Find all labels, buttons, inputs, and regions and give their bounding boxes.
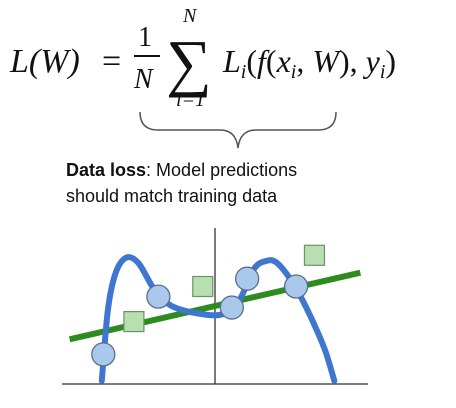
caption: Data loss: Model predictions should matc… [66, 160, 297, 206]
data-square-2 [192, 275, 214, 298]
caption-bold-term: Data loss [66, 160, 146, 180]
underbrace [139, 111, 337, 149]
loss-formula: L(W) = 1 N N ∑ i=1 Li(f(xi, W), yi) [9, 5, 396, 111]
caption-line-1: Data loss: Model predictions [66, 160, 297, 180]
data-square-3 [303, 244, 326, 266]
caption-line-1-rest: : Model predictions [146, 160, 297, 180]
formula-summand: Li(f(xi, W), yi) [222, 43, 396, 83]
data-circle-4 [234, 266, 260, 291]
data-circle-2 [146, 284, 171, 309]
fit-line [68, 269, 362, 343]
data-circle-5 [283, 274, 309, 299]
data-square-1 [123, 311, 145, 333]
formula-equals: = [102, 43, 121, 80]
data-loss-plot [62, 228, 368, 385]
fraction-numerator: 1 [138, 22, 152, 53]
data-circle-3 [219, 295, 244, 320]
sum-upper-limit: N [182, 5, 198, 27]
caption-line-2: should match training data [66, 186, 278, 206]
sum-lower-limit: i=1 [176, 89, 205, 111]
formula-lhs: L(W) [9, 43, 80, 80]
fraction-denominator: N [133, 64, 154, 95]
data-circle-1 [91, 342, 116, 367]
sum-sign: ∑ [166, 27, 212, 98]
